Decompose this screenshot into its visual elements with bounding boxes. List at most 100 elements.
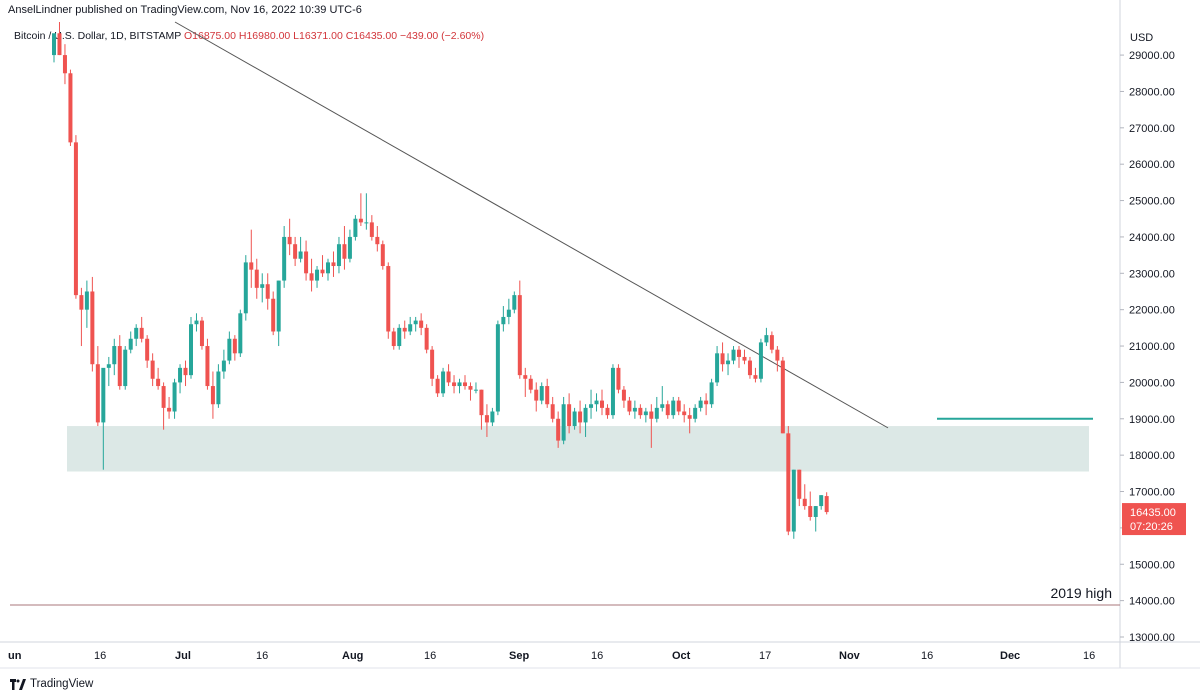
y-tick-label: 17000.00 bbox=[1129, 487, 1175, 499]
candle bbox=[408, 316, 413, 336]
candle bbox=[287, 218, 292, 256]
candle bbox=[90, 276, 95, 372]
candle bbox=[402, 320, 407, 339]
symbol-legend[interactable]: Bitcoin / U.S. Dollar, 1D, BITSTAMP O168… bbox=[14, 30, 484, 42]
candle bbox=[517, 280, 522, 379]
candle bbox=[419, 313, 424, 336]
candle bbox=[282, 226, 287, 288]
x-tick-label: un bbox=[8, 650, 22, 662]
candle bbox=[134, 324, 139, 347]
candle bbox=[610, 364, 615, 419]
candle bbox=[484, 404, 489, 437]
y-tick-label: 18000.00 bbox=[1129, 450, 1175, 462]
candle bbox=[315, 266, 320, 288]
candle bbox=[276, 280, 281, 347]
y-tick-label: 29000.00 bbox=[1129, 50, 1175, 62]
y-tick-label: 28000.00 bbox=[1129, 86, 1175, 98]
candle bbox=[205, 338, 210, 390]
candle bbox=[747, 356, 752, 379]
candle bbox=[123, 346, 128, 390]
candle bbox=[441, 367, 446, 397]
candle bbox=[720, 342, 725, 372]
candle bbox=[704, 393, 709, 416]
candle bbox=[479, 389, 484, 430]
x-tick-label: Dec bbox=[1000, 650, 1020, 662]
candle bbox=[156, 367, 161, 390]
candle bbox=[671, 396, 676, 419]
candle bbox=[293, 236, 298, 267]
candle bbox=[654, 396, 659, 423]
candle bbox=[780, 356, 785, 434]
y-tick-label: 20000.00 bbox=[1129, 377, 1175, 389]
y-tick-label: 26000.00 bbox=[1129, 159, 1175, 171]
candle bbox=[468, 382, 473, 401]
candle bbox=[539, 382, 544, 405]
candle bbox=[501, 306, 506, 332]
x-tick-label: Jul bbox=[175, 650, 191, 662]
candle bbox=[726, 353, 731, 376]
candle bbox=[172, 378, 177, 419]
candle bbox=[375, 226, 380, 252]
2019-high-label: 2019 high bbox=[1050, 585, 1112, 601]
candle bbox=[326, 258, 330, 281]
candle bbox=[561, 396, 566, 445]
candle bbox=[413, 316, 418, 332]
candle bbox=[742, 349, 747, 365]
candle bbox=[298, 236, 303, 263]
candle bbox=[715, 346, 720, 387]
candle bbox=[452, 375, 457, 394]
candle bbox=[495, 320, 500, 416]
last-price-value: 16435.00 bbox=[1130, 507, 1176, 519]
candle bbox=[813, 506, 818, 532]
candle bbox=[342, 226, 347, 270]
y-tick-label: 24000.00 bbox=[1129, 232, 1175, 244]
candle bbox=[106, 356, 111, 387]
candle bbox=[364, 193, 369, 230]
candle bbox=[687, 407, 692, 434]
candle bbox=[52, 33, 56, 63]
candle bbox=[594, 393, 599, 412]
candle bbox=[769, 331, 774, 354]
candle bbox=[550, 396, 555, 423]
y-tick-label: 19000.00 bbox=[1129, 414, 1175, 426]
x-tick-label: 16 bbox=[591, 650, 603, 662]
y-tick-label: 21000.00 bbox=[1129, 341, 1175, 353]
candle bbox=[528, 375, 533, 394]
candle bbox=[523, 367, 528, 397]
candle bbox=[435, 375, 440, 397]
candle bbox=[797, 469, 802, 507]
candle bbox=[183, 360, 188, 387]
candle bbox=[457, 378, 462, 394]
candle bbox=[424, 324, 429, 354]
candle bbox=[101, 367, 106, 470]
candle bbox=[249, 229, 254, 288]
candle bbox=[682, 404, 687, 423]
candle bbox=[737, 346, 741, 368]
x-tick-label: 16 bbox=[94, 650, 106, 662]
candle bbox=[199, 316, 204, 350]
candle bbox=[79, 287, 84, 347]
candle bbox=[649, 404, 654, 448]
y-tick-label: 27000.00 bbox=[1129, 123, 1175, 135]
candle bbox=[824, 492, 829, 515]
candle bbox=[232, 335, 237, 361]
x-tick-label: 16 bbox=[1083, 650, 1095, 662]
candle bbox=[600, 389, 604, 416]
candle bbox=[139, 316, 144, 343]
candle bbox=[583, 404, 588, 437]
candle bbox=[331, 251, 336, 277]
tradingview-logo[interactable]: TradingView bbox=[10, 678, 93, 690]
candle bbox=[57, 22, 62, 56]
y-tick-label: 15000.00 bbox=[1129, 559, 1175, 571]
y-tick-label: 14000.00 bbox=[1129, 596, 1175, 608]
candle bbox=[753, 367, 758, 383]
candle bbox=[791, 469, 796, 539]
candle bbox=[731, 346, 736, 365]
y-tick-label: 22000.00 bbox=[1129, 305, 1175, 317]
candle bbox=[693, 404, 698, 423]
candle bbox=[221, 349, 226, 379]
candle bbox=[304, 240, 309, 281]
candle bbox=[786, 426, 791, 536]
x-tick-label: 17 bbox=[759, 650, 771, 662]
